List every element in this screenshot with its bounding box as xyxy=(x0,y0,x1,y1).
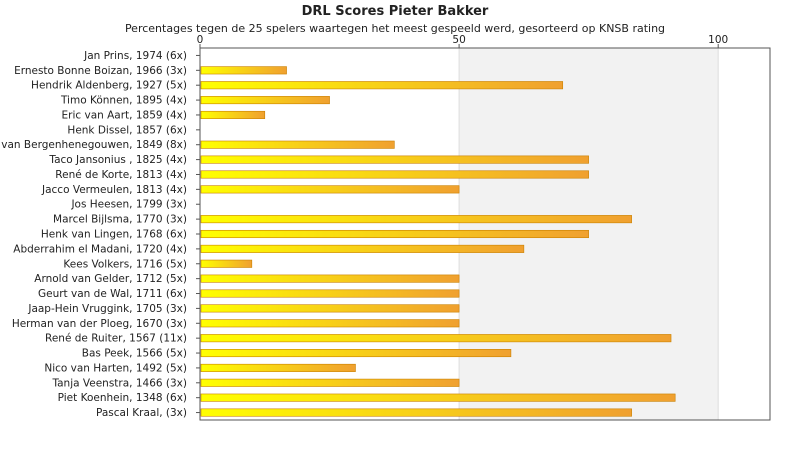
bar xyxy=(200,363,356,372)
x-tick-label: 50 xyxy=(452,34,465,46)
category-label: Abderrahim el Madani, 1720 (4x) xyxy=(13,243,187,255)
category-label: Jan Prins, 1974 (6x) xyxy=(83,50,187,62)
bar xyxy=(200,96,330,105)
bar xyxy=(200,81,564,90)
category-label: Nico van Harten, 1492 (5x) xyxy=(44,362,187,374)
category-label: Ernesto Bonne Boizan, 1966 (3x) xyxy=(14,65,187,77)
chart-title: DRL Scores Pieter Bakker xyxy=(301,4,489,19)
bar xyxy=(200,66,287,75)
category-label: Henk Dissel, 1857 (6x) xyxy=(67,124,187,136)
chart-subtitle: Percentages tegen de 25 spelers waartege… xyxy=(124,22,666,35)
bar xyxy=(200,289,460,298)
bar xyxy=(200,304,460,313)
category-label: Arnold van Gelder, 1712 (5x) xyxy=(34,273,187,285)
category-labels: Jan Prins, 1974 (6x) Ernesto Bonne Boizan… xyxy=(0,50,187,419)
bar xyxy=(200,393,676,402)
bar xyxy=(200,244,525,253)
category-label: Hendrik Aldenberg, 1927 (5x) xyxy=(31,80,187,92)
category-label: Jaap-Hein Vruggink, 1705 (3x) xyxy=(27,303,187,315)
category-label: René de Korte, 1813 (4x) xyxy=(55,169,187,181)
bar xyxy=(200,408,632,417)
category-label: Piet Koenhein, 1348 (6x) xyxy=(58,392,187,404)
category-label: Marcel Bijlsma, 1770 (3x) xyxy=(53,214,187,226)
category-label: Bas Peek, 1566 (5x) xyxy=(82,348,187,360)
category-label: Jacco Vermeulen, 1813 (4x) xyxy=(41,184,187,196)
category-label: Henk van Lingen, 1768 (6x) xyxy=(41,229,187,241)
category-label: Jos Heesen, 1799 (3x) xyxy=(70,199,187,211)
bar xyxy=(200,274,460,283)
x-tick-label: 100 xyxy=(708,34,728,46)
bar xyxy=(200,215,632,224)
category-label: René de Ruiter, 1567 (11x) xyxy=(45,333,187,345)
category-label: Pascal Kraal, (3x) xyxy=(96,407,187,419)
x-axis-ticks: 0 50 100 xyxy=(197,34,728,48)
bar xyxy=(200,259,253,268)
bar xyxy=(200,319,460,328)
bar xyxy=(200,110,266,119)
bar xyxy=(200,349,512,358)
category-label: Herman van der Ploeg, 1670 (3x) xyxy=(12,318,187,330)
bar xyxy=(200,378,460,387)
bar xyxy=(200,170,589,179)
bars xyxy=(196,54,676,417)
x-tick-label: 0 xyxy=(197,34,204,46)
category-label: Timo Können, 1895 (4x) xyxy=(60,95,187,107)
category-label: Taco Jansonius , 1825 (4x) xyxy=(48,154,187,166)
category-label: Tanja Veenstra, 1466 (3x) xyxy=(51,377,187,389)
category-label: Jan van Bergenhenegouwen, 1849 (8x) xyxy=(0,139,187,151)
bar xyxy=(200,229,589,239)
bar xyxy=(200,140,395,149)
bar xyxy=(200,334,672,343)
category-label: Geurt van de Wal, 1711 (6x) xyxy=(38,288,187,300)
bar xyxy=(200,155,589,164)
category-label: Eric van Aart, 1859 (4x) xyxy=(62,109,188,121)
bar xyxy=(200,185,460,194)
category-label: Kees Volkers, 1716 (5x) xyxy=(63,258,187,270)
